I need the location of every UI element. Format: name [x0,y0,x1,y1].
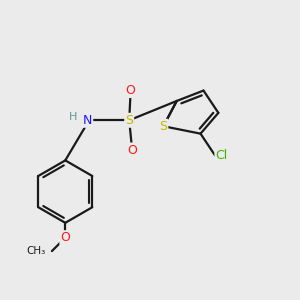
Text: H: H [68,112,77,122]
Text: Cl: Cl [215,149,228,162]
Text: O: O [126,84,136,97]
Text: O: O [127,143,137,157]
Text: S: S [125,114,133,127]
Text: O: O [60,231,70,244]
Text: CH₃: CH₃ [27,246,46,256]
Text: N: N [83,114,92,127]
Text: S: S [159,120,167,133]
